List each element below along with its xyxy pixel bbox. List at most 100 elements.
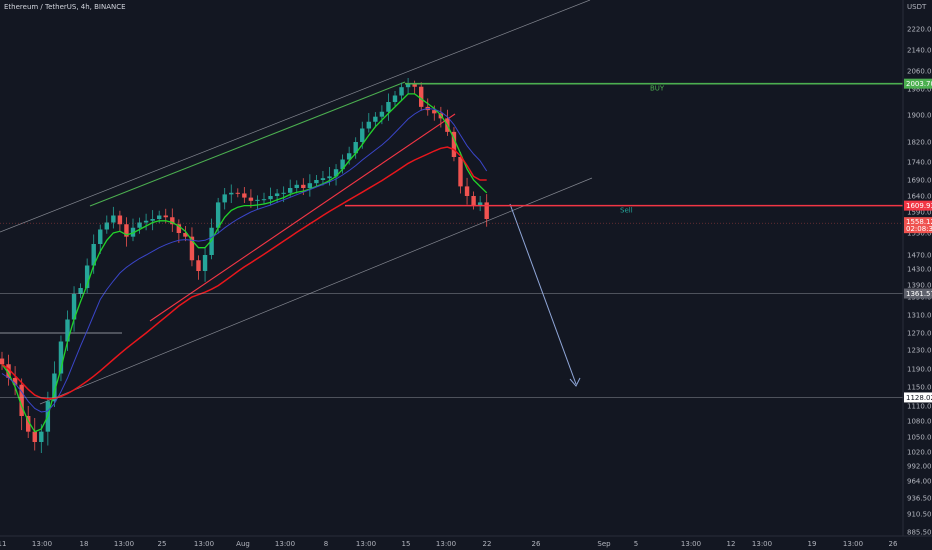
drawing-layer <box>0 0 593 405</box>
candle-body <box>235 192 240 194</box>
candle-body <box>215 202 221 228</box>
y-tick-label: 1980.00 <box>907 86 932 94</box>
x-tick-label: Aug <box>236 540 250 548</box>
y-tick-label: 1150.00 <box>907 384 932 392</box>
candle-body <box>412 83 417 87</box>
candle-body <box>484 202 489 219</box>
price-axis[interactable]: 2220.00 2140.00 2060.00 1980.00 1900.00 1820.… <box>907 26 932 537</box>
x-tick-label: 25 <box>158 540 167 548</box>
x-tick-label: Sep <box>597 540 611 548</box>
candle-body <box>464 186 470 196</box>
candle-body <box>6 364 11 378</box>
y-tick-label: 992.00 <box>907 463 932 471</box>
candle-body <box>26 416 31 432</box>
y-tick-label: 1050.00 <box>907 434 932 442</box>
y-tick-label: 1020.00 <box>907 449 932 457</box>
y-tick-label: 1110.00 <box>907 403 932 411</box>
current-price-badge <box>904 217 932 234</box>
projection-arrow-line[interactable] <box>509 203 577 385</box>
candle-body <box>143 220 149 223</box>
price-level-layer: BUY Sell <box>0 82 903 398</box>
x-tick-label: 5 <box>634 540 638 548</box>
y-tick-label: 1270.00 <box>907 330 932 338</box>
x-tick-label: 15 <box>402 540 411 548</box>
y-tick-label: 1080.00 <box>907 418 932 426</box>
candle-body <box>386 102 391 112</box>
candle-body <box>137 222 142 228</box>
y-tick-label: 1690.00 <box>907 177 932 185</box>
y-tick-label: 1590.00 <box>907 209 932 217</box>
candle-body <box>124 224 129 237</box>
buy-price-badge-text: 2003.70 <box>906 80 932 88</box>
level-1128-badge <box>904 392 932 403</box>
x-tick-label: 13:00 <box>436 540 456 548</box>
countdown-text: 02:08:37 <box>906 225 932 233</box>
candle-body <box>432 110 437 114</box>
x-tick-label: 11 <box>0 540 6 548</box>
ma-mid-line[interactable] <box>1 107 488 413</box>
y-tick-label: 1310.00 <box>907 312 932 320</box>
time-axis[interactable]: 11 13:00 18 13:00 25 13:00 Aug 13:00 8 13:00 15 13:… <box>0 540 898 548</box>
y-tick-label: 1740.00 <box>907 159 932 167</box>
candle-body <box>19 384 24 416</box>
candle-body <box>333 169 339 177</box>
candle-body <box>32 431 37 442</box>
candle-body <box>301 184 306 188</box>
candle-body <box>157 215 162 219</box>
buy-price-badge <box>904 78 932 89</box>
candle-body <box>202 255 208 271</box>
x-tick-label: 13:00 <box>114 540 134 548</box>
level-label-buy: BUY <box>650 85 665 93</box>
candle-body <box>268 196 273 200</box>
y-tick-label: 1640.00 <box>907 193 932 201</box>
candle-body <box>346 153 352 160</box>
candle-body <box>307 183 313 188</box>
x-tick-label: 26 <box>889 540 898 548</box>
x-tick-label: 22 <box>483 540 492 548</box>
level-label-sell: Sell <box>620 207 633 215</box>
candle-body <box>288 188 293 193</box>
y-tick-label: 936.50 <box>907 495 932 503</box>
candle-body <box>314 180 319 184</box>
candle-body <box>379 111 385 117</box>
candle-body <box>274 193 280 196</box>
candle-body <box>477 202 483 206</box>
y-tick-label: 1190.00 <box>907 366 932 374</box>
resistance-trendline[interactable] <box>89 81 406 207</box>
candle-body <box>39 431 44 442</box>
x-tick-label: 13:00 <box>752 540 772 548</box>
currency-label: USDT <box>907 3 927 11</box>
y-tick-label: 885.50 <box>907 529 932 537</box>
upper-channel-line[interactable] <box>0 0 591 233</box>
y-tick-label: 2220.00 <box>907 26 932 34</box>
candle-body <box>91 244 96 266</box>
x-tick-label: 13:00 <box>194 540 214 548</box>
candle-body <box>366 121 371 129</box>
candle-body <box>65 319 70 342</box>
ma-fast-line[interactable] <box>1 93 488 433</box>
price-badges: 2003.70 1609.93 1361.57 1128.02 1558.1202:08… <box>904 78 932 403</box>
y-tick-label: 2060.00 <box>907 68 932 76</box>
candle-body <box>294 184 299 188</box>
candle-body <box>78 288 83 294</box>
candle-body <box>281 192 286 194</box>
lower-channel-line[interactable] <box>39 177 593 405</box>
level-1128-badge-text: 1128.02 <box>906 394 932 402</box>
candle-body <box>261 199 267 201</box>
sell-price-badge-text: 1609.93 <box>906 202 932 210</box>
ma-slow-line[interactable] <box>1 146 487 400</box>
candle-body <box>451 131 457 157</box>
candle-body <box>12 378 18 385</box>
x-tick-label: 13:00 <box>356 540 376 548</box>
candle-body <box>176 224 182 233</box>
candle-body <box>111 215 116 223</box>
y-tick-label: 2140.00 <box>907 47 932 55</box>
candle-body <box>189 236 195 261</box>
candle-body <box>52 373 57 402</box>
support-trendline[interactable] <box>149 113 456 322</box>
y-tick-label: 964.00 <box>907 478 932 486</box>
y-tick-label: 1230.00 <box>907 347 932 355</box>
x-tick-label: 12 <box>727 540 736 548</box>
candle-body <box>248 197 254 201</box>
